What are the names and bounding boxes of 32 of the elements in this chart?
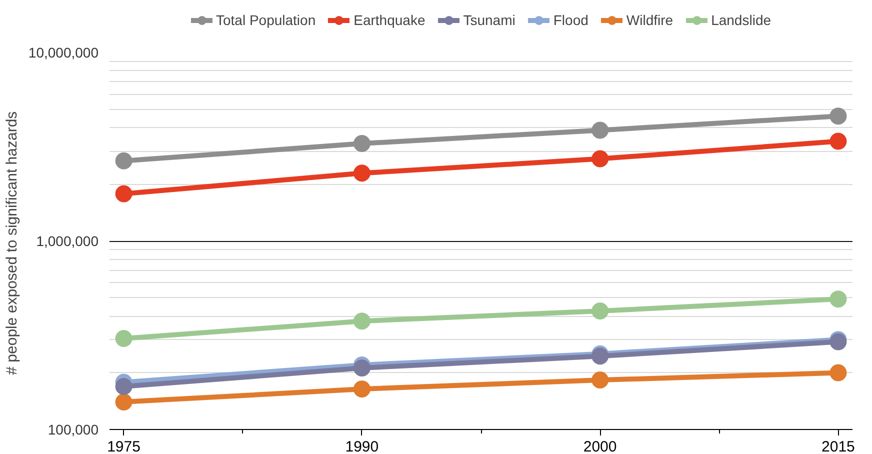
y-tick-label: 100,000 xyxy=(48,422,99,438)
legend-label: Flood xyxy=(553,12,588,28)
point xyxy=(115,152,132,170)
y-axis-title: # people exposed to significant hazards xyxy=(3,111,20,375)
x-tick-label: 2015 xyxy=(822,438,855,454)
point xyxy=(592,150,609,168)
y-tick-label: 1,000,000 xyxy=(36,233,99,249)
point xyxy=(353,135,370,152)
point xyxy=(115,185,132,202)
point xyxy=(592,372,609,389)
point xyxy=(353,380,370,398)
legend-label: Tsunami xyxy=(463,12,516,28)
y-tick-label: 10,000,000 xyxy=(28,44,99,60)
point xyxy=(353,360,370,376)
legend-label: Earthquake xyxy=(354,12,426,28)
point xyxy=(115,330,132,347)
legend-label: Landslide xyxy=(711,12,772,28)
point xyxy=(830,364,847,382)
point xyxy=(353,164,370,182)
point xyxy=(830,290,847,308)
x-tick-label: 2000 xyxy=(583,438,617,454)
point xyxy=(115,378,132,396)
point xyxy=(830,108,847,125)
legend-label: Wildfire xyxy=(626,12,674,28)
point xyxy=(592,302,609,320)
point xyxy=(115,393,132,410)
x-tick-label: 1990 xyxy=(345,438,379,454)
legend-label: Total Population xyxy=(216,12,316,28)
x-tick-label: 1975 xyxy=(107,438,140,454)
point xyxy=(592,122,609,139)
point xyxy=(353,312,370,330)
point xyxy=(830,132,847,150)
